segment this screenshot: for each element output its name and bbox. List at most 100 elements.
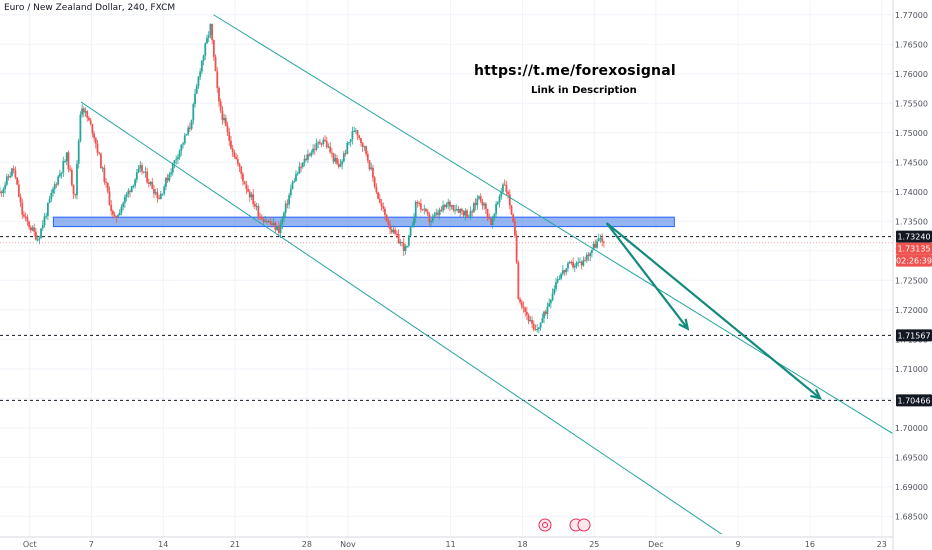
candle-body-down [377,192,379,199]
candle-body-down [375,186,378,193]
price-tick-label: 1.72500 [895,276,928,285]
candle-body-down [426,211,429,215]
time-tick-label: 18 [517,540,527,549]
candle-body-down [524,308,527,312]
horizontal-levels [0,236,893,401]
candle-body-up [549,300,552,304]
candle-body-up [132,185,135,187]
candle-body-down [26,216,29,222]
candle-body-up [573,265,576,268]
candle-body-down [265,221,268,223]
candle-body-down [259,216,261,218]
candle-body-up [209,23,212,36]
candle-body-down [519,298,521,303]
candle-body-down [0,191,3,193]
candle-body-up [272,222,275,226]
candle-body-up [411,225,414,228]
candle-body-down [286,203,289,205]
candle-body-up [342,153,345,162]
candle-body-up [170,172,172,175]
candle-body-down [368,160,371,170]
candle-body-down [69,169,72,171]
candle-body-up [65,152,68,162]
candle-body-down [356,130,359,136]
candle-body-up [592,243,595,250]
candle-body-up [144,171,147,173]
candle-body-up [310,152,313,156]
candle-body-down [147,182,150,185]
candle-body-up [553,288,556,294]
candle-body-up [560,273,563,279]
candle-body-up [296,173,299,175]
candle-body-down [360,138,362,144]
candle-body-up [585,254,588,261]
candle-body-down [486,208,489,218]
candle-body-up [194,93,196,105]
candle-body-up [255,206,258,208]
candle-body-down [112,211,114,215]
candle-body-down [395,233,398,235]
projection-arrow-shaft [605,222,821,400]
candle-body-down [115,216,118,218]
candle-body-up [173,160,176,164]
candle-body-down [269,221,272,224]
candle-body-up [500,191,503,197]
candle-body-down [110,204,113,212]
candle-body-up [317,142,320,144]
candle-body-down [580,261,583,266]
candle-body-down [382,206,385,209]
candle-body-up [315,142,318,150]
candle-body-down [156,192,159,198]
candle-body-up [276,226,279,230]
candle-body-down [490,218,492,225]
candle-body-up [60,172,63,174]
candle-body-down [105,181,107,183]
telegram-link-annotation[interactable]: https://t.me/forexosignal [474,63,676,79]
candle-body-down [484,203,487,209]
candle-body-down [231,148,234,153]
time-tick-label: 11 [446,540,456,549]
candle-body-up [404,246,407,252]
price-tick-label: 1.74000 [895,188,928,197]
candle-body-up [5,176,8,185]
candle-body-up [472,203,475,213]
candle-body-down [389,224,391,230]
candle-body-down [488,217,491,219]
candle-body-up [267,221,270,223]
candle-body-up [591,249,593,253]
support-zone-rect [52,216,675,228]
candle-body-up [450,205,453,207]
candle-body-up [200,60,203,72]
candle-body-down [421,209,424,211]
time-tick-label: 7 [89,540,94,549]
candle-body-up [536,328,539,330]
price-tick-label: 1.70000 [895,424,928,433]
candle-body-up [491,218,494,225]
candle-body-up [558,278,561,280]
candle-body-down [584,260,586,262]
candle-body-up [543,311,545,319]
candle-body-up [548,303,551,307]
candle-body-down [17,184,20,197]
candle-body-down [88,117,90,121]
candle-body-up [455,209,458,211]
candle-body-down [526,311,528,315]
channel-lines [80,14,894,535]
candle-body-down [313,148,316,150]
candle-body-up [159,193,162,200]
price-tag-last: 1.73135 [897,245,930,254]
candle-body-down [507,191,509,195]
candle-body-down [594,243,597,248]
candle-body-down [320,143,323,145]
candle-body-up [537,327,540,329]
candle-body-up [0,191,1,193]
candle-body-down [305,158,308,160]
time-tick-label: 9 [735,540,740,549]
candle-body-up [178,150,181,158]
candle-body-up [101,167,104,169]
candle-body-down [153,188,155,194]
candle-body-up [442,205,444,211]
candle-body-up [76,163,78,196]
candle-body-down [460,209,463,212]
